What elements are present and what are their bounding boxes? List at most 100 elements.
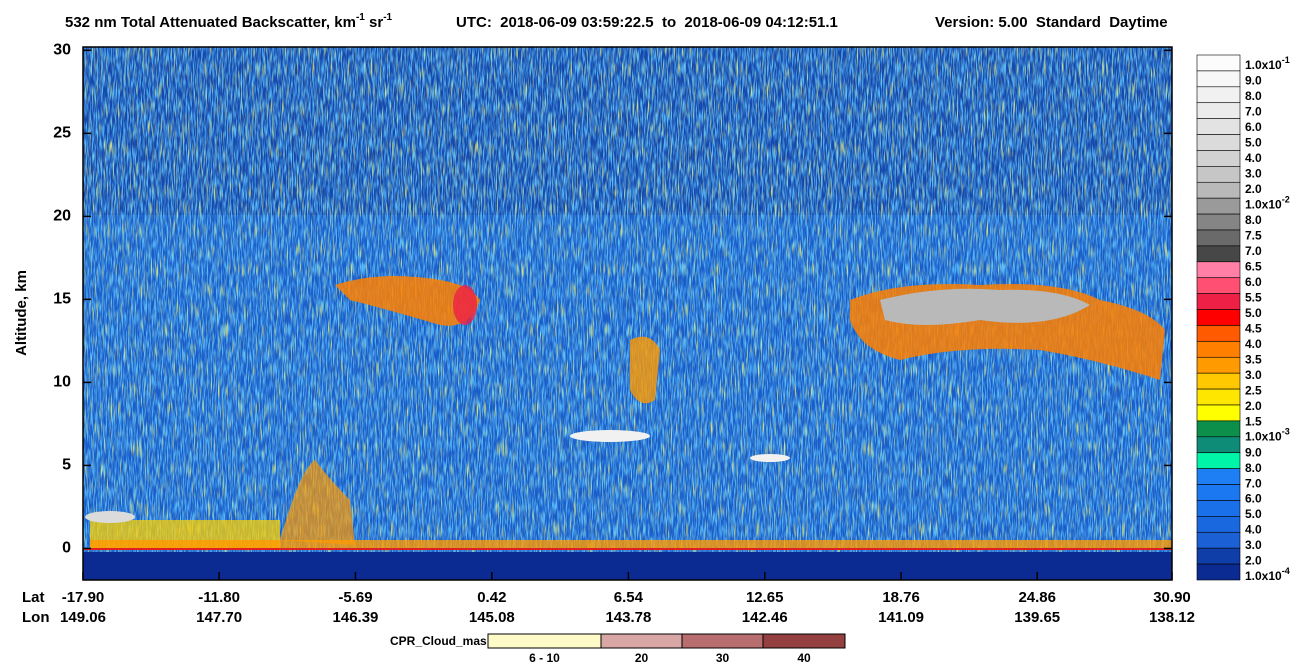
- colorbar-label: 9.0: [1245, 74, 1262, 88]
- colorbar-label-exp: -3: [1282, 427, 1290, 437]
- title-exp: -1: [383, 12, 392, 23]
- colorbar-bin: [1196, 356, 1241, 374]
- colorbar-bin: [1196, 420, 1241, 438]
- colorbar-label: 7.0: [1245, 244, 1262, 258]
- colorbar-bin: [1196, 245, 1241, 263]
- colorbar-bin: [1196, 484, 1241, 501]
- lat-row-label: Lat: [22, 589, 45, 606]
- colorbar-label-text: 1.0x10: [1245, 569, 1282, 583]
- colorbar-bin: [1196, 277, 1241, 294]
- colorbar-label-exp: -2: [1282, 195, 1290, 205]
- colorbar-label: 7.0: [1245, 476, 1262, 490]
- cpr-legend-box: [600, 633, 683, 649]
- x-tick-label: 18.76: [882, 589, 920, 606]
- lon-tick-label: 145.08: [469, 609, 515, 626]
- colorbar-label: 5.0: [1245, 136, 1262, 150]
- colorbar-label: 3.0: [1245, 538, 1262, 552]
- colorbar-label: 9.0: [1245, 445, 1262, 459]
- lon-tick-label: 141.09: [878, 609, 924, 626]
- colorbar-bin: [1196, 102, 1241, 119]
- y-tick-label: 30: [53, 42, 71, 59]
- chart-title: 532 nm Total Attenuated Backscatter, km -…: [65, 12, 393, 31]
- x-tick-label: 24.86: [1018, 589, 1056, 606]
- lon-row-label: Lon: [22, 609, 50, 626]
- colorbar-label-text: 1.0x10: [1245, 198, 1282, 212]
- lon-tick-label: 147.70: [196, 609, 242, 626]
- colorbar-label: 4.0: [1245, 337, 1262, 351]
- colorbar-label: 7.5: [1245, 229, 1262, 243]
- title-text: 532 nm Total Attenuated Backscatter, km: [65, 14, 356, 31]
- colorbar-label: 8.0: [1245, 461, 1262, 475]
- colorbar-label: 5.0: [1245, 306, 1262, 320]
- colorbar-bin: [1196, 404, 1241, 422]
- colorbar-label: 7.0: [1245, 105, 1262, 119]
- x-tick-label: 12.65: [746, 589, 784, 606]
- colorbar-label: 2.0: [1245, 554, 1262, 568]
- colorbar-bin: [1196, 388, 1241, 406]
- lon-tick-label: 146.39: [333, 609, 379, 626]
- colorbar-label-text: 1.0x10: [1245, 430, 1282, 444]
- cloud: [335, 276, 480, 326]
- colorbar-bin: [1196, 436, 1241, 454]
- cloud: [85, 511, 135, 523]
- colorbar-bin: [1196, 166, 1241, 183]
- x-tick-label: -17.90: [62, 589, 105, 606]
- plot-frame: [82, 46, 1173, 581]
- backscatter-field: [83, 47, 1172, 580]
- y-tick-label: 15: [53, 291, 71, 308]
- x-tick-label: 30.90: [1153, 589, 1191, 606]
- colorbar-bin: [1196, 54, 1241, 72]
- colorbar-label: 6.0: [1245, 275, 1262, 289]
- y-tick-label: 25: [53, 125, 71, 142]
- cpr-legend-box: [487, 633, 602, 649]
- y-tick-label: 5: [62, 457, 71, 474]
- y-tick-label: 10: [53, 374, 71, 391]
- cpr-legend-label: 30: [716, 651, 730, 665]
- colorbar-bin: [1196, 293, 1241, 310]
- x-tick-label: 0.42: [477, 589, 506, 606]
- lon-tick-label: 149.06: [60, 609, 106, 626]
- x-tick-label: -5.69: [338, 589, 372, 606]
- colorbar-label: 4.0: [1245, 523, 1262, 537]
- colorbar-bin: [1196, 197, 1241, 215]
- cpr-legend-title: CPR_Cloud_mask: [390, 634, 494, 648]
- cloud: [750, 454, 790, 462]
- version: Version: 5.00 Standard Daytime: [935, 14, 1168, 31]
- cpr-legend-box: [681, 633, 764, 649]
- colorbar-bin: [1196, 516, 1241, 533]
- cloud: [630, 336, 660, 404]
- colorbar-bin: [1196, 118, 1241, 135]
- colorbar-label: 5.0: [1245, 507, 1262, 521]
- cloud: [453, 285, 477, 325]
- colorbar-label-text: 1.0x10: [1245, 58, 1282, 72]
- cloud: [880, 288, 1090, 325]
- colorbar-bin: [1196, 563, 1241, 581]
- lon-tick-label: 138.12: [1149, 609, 1195, 626]
- lon-tick-label: 139.65: [1014, 609, 1060, 626]
- colorbar-label: 2.0: [1245, 182, 1262, 196]
- colorbar-label: 1.0x10-2: [1245, 195, 1290, 212]
- cpr-legend-box: [762, 633, 846, 649]
- colorbar-bin: [1196, 213, 1241, 231]
- lon-tick-label: 143.78: [605, 609, 651, 626]
- colorbar-bin: [1196, 86, 1241, 104]
- colorbar-label: 6.0: [1245, 492, 1262, 506]
- colorbar-label: 6.0: [1245, 120, 1262, 134]
- x-tick-label: 6.54: [614, 589, 644, 606]
- colorbar-bin: [1196, 341, 1241, 358]
- colorbar-label: 4.0: [1245, 151, 1262, 165]
- colorbar-label-exp: -1: [1282, 55, 1290, 65]
- colorbar-label: 2.5: [1245, 383, 1262, 397]
- colorbar-label: 3.0: [1245, 167, 1262, 181]
- colorbar-label: 1.0x10-1: [1245, 55, 1290, 72]
- colorbar-bin: [1196, 261, 1241, 279]
- colorbar-bin: [1196, 500, 1241, 517]
- colorbar-bin: [1196, 325, 1241, 342]
- colorbar-bin: [1196, 468, 1241, 485]
- colorbar-label: 1.0x10-4: [1245, 566, 1290, 583]
- colorbar-label: 3.0: [1245, 368, 1262, 382]
- colorbar-label: 8.0: [1245, 213, 1262, 227]
